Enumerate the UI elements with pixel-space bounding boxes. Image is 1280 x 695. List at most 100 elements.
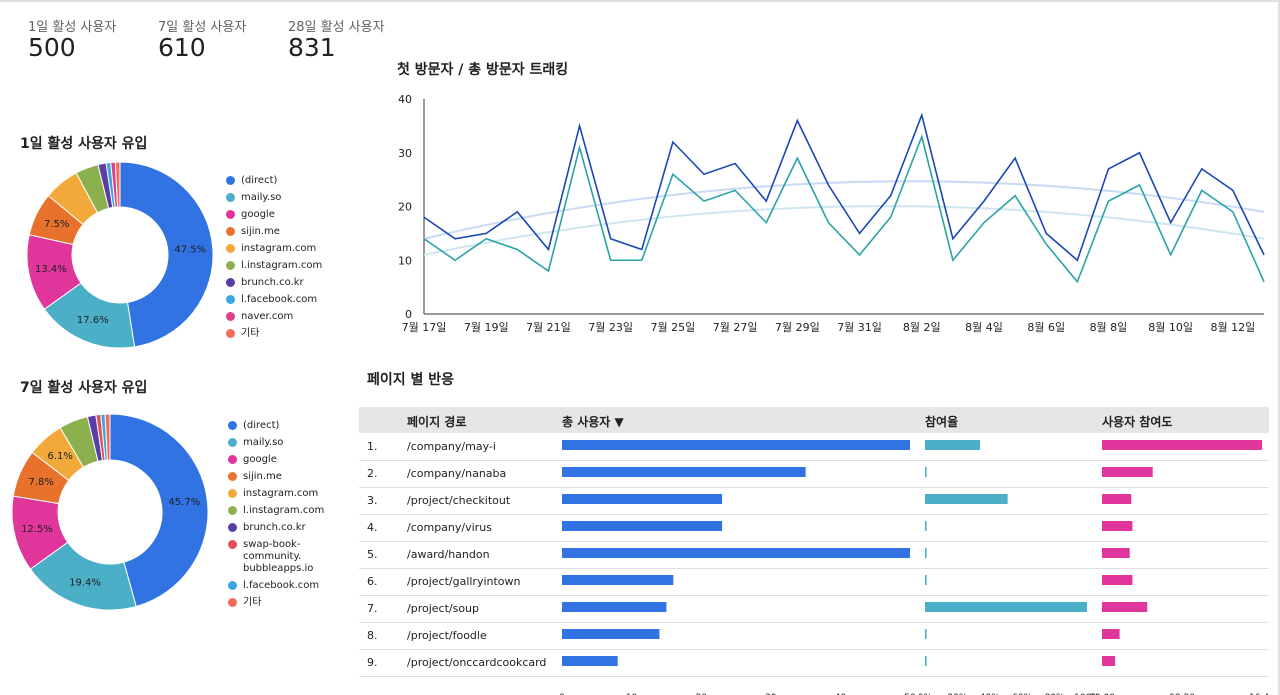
table-row-rank: 4. bbox=[367, 521, 378, 534]
legend-item[interactable]: swap-book- community. bubbleapps.io bbox=[228, 539, 324, 575]
rate-bar[interactable] bbox=[925, 467, 927, 477]
table-row-divider bbox=[359, 487, 1269, 488]
table-row-path[interactable]: /project/foodle bbox=[407, 629, 487, 642]
legend-swatch bbox=[226, 278, 235, 287]
table-row-path[interactable]: /company/virus bbox=[407, 521, 492, 534]
users-bar[interactable] bbox=[562, 575, 674, 585]
legend-item[interactable]: sijin.me bbox=[228, 471, 324, 483]
table-row-rank: 6. bbox=[367, 575, 378, 588]
legend-item[interactable]: sijin.me bbox=[226, 226, 322, 238]
engagement-bar[interactable] bbox=[1102, 494, 1132, 504]
y-tick-label: 20 bbox=[398, 201, 412, 214]
users-bar[interactable] bbox=[562, 602, 667, 612]
table-row-path[interactable]: /project/onccardcookcard bbox=[407, 656, 547, 669]
donut1-legend: (direct) maily.so google sijin.me instagram.… bbox=[226, 175, 322, 345]
users-bar[interactable] bbox=[562, 494, 723, 504]
rate-bar[interactable] bbox=[925, 494, 1008, 504]
legend-item[interactable]: instagram.com bbox=[228, 488, 324, 500]
legend-item[interactable]: (direct) bbox=[228, 420, 324, 432]
donut1-chart[interactable]: 47.5% 17.6% 13.4% 7.5% bbox=[20, 160, 220, 355]
engagement-bar[interactable] bbox=[1102, 521, 1133, 531]
legend-item[interactable]: l.facebook.com bbox=[226, 294, 322, 306]
legend-item[interactable]: maily.so bbox=[226, 192, 322, 204]
rate-bar[interactable] bbox=[925, 656, 927, 666]
legend-item[interactable]: instagram.com bbox=[226, 243, 322, 255]
legend-label: swap-book- community. bubbleapps.io bbox=[243, 539, 314, 574]
rate-bar[interactable] bbox=[925, 548, 927, 558]
col-users-header[interactable]: 총 사용자 ▼ bbox=[562, 415, 624, 429]
donut-slice-label: 7.5% bbox=[44, 219, 69, 230]
legend-label: maily.so bbox=[243, 437, 284, 448]
series-line[interactable] bbox=[423, 133, 1265, 284]
legend-label: l.facebook.com bbox=[241, 294, 318, 305]
col-path-header[interactable]: 페이지 경로 bbox=[407, 415, 467, 429]
donut-slice[interactable] bbox=[114, 161, 121, 208]
engagement-axis-tick: 08:20 bbox=[1169, 693, 1195, 695]
legend-swatch bbox=[228, 421, 237, 430]
table-bars: 0 10 20 30 40 500% 20% 40% 60% 80% 100%00:00 08:20 1… bbox=[559, 440, 1269, 695]
visitors-line-chart[interactable]: 0 10 20 30 40 7월 17일 7월 19일 7월 21일 7월 23일 7월 25일 7… bbox=[380, 85, 1270, 340]
engagement-bar[interactable] bbox=[1102, 548, 1130, 558]
legend-item[interactable]: google bbox=[228, 454, 324, 466]
legend-label: brunch.co.kr bbox=[241, 277, 304, 288]
donut-slice[interactable] bbox=[119, 161, 214, 348]
kpi-7d-value: 610 bbox=[158, 33, 206, 62]
engagement-bar[interactable] bbox=[1102, 656, 1116, 666]
table-row-path[interactable]: /project/gallryintown bbox=[407, 575, 521, 588]
engagement-bar[interactable] bbox=[1102, 467, 1153, 477]
table-row-path[interactable]: /project/checkitout bbox=[407, 494, 511, 507]
legend-item[interactable]: l.facebook.com bbox=[228, 580, 324, 592]
engagement-bar[interactable] bbox=[1102, 575, 1133, 585]
users-bar[interactable] bbox=[562, 656, 618, 666]
rate-bar[interactable] bbox=[925, 440, 981, 450]
users-bar[interactable] bbox=[562, 629, 660, 639]
y-tick-label: 40 bbox=[398, 93, 412, 106]
rate-bar[interactable] bbox=[925, 521, 927, 531]
legend-swatch bbox=[226, 295, 235, 304]
legend-item[interactable]: l.instagram.com bbox=[226, 260, 322, 272]
donut-slice-label: 13.4% bbox=[35, 264, 67, 275]
col-engagement-header[interactable]: 사용자 참여도 bbox=[1102, 415, 1173, 429]
users-bar[interactable] bbox=[562, 440, 910, 450]
users-bar[interactable] bbox=[562, 548, 910, 558]
legend-item[interactable]: l.instagram.com bbox=[228, 505, 324, 517]
engagement-bar[interactable] bbox=[1102, 629, 1120, 639]
legend-swatch bbox=[226, 244, 235, 253]
legend-item[interactable]: (direct) bbox=[226, 175, 322, 187]
table-row-path[interactable]: /company/nanaba bbox=[407, 467, 507, 480]
y-tick-label: 10 bbox=[398, 254, 412, 267]
engagement-bar[interactable] bbox=[1102, 440, 1262, 450]
col-rate-header[interactable]: 참여율 bbox=[925, 415, 959, 429]
rate-axis-tick: 100% bbox=[1074, 693, 1100, 695]
rate-bar[interactable] bbox=[925, 602, 1087, 612]
x-tick-label: 8월 6일 bbox=[1027, 320, 1065, 334]
users-bar[interactable] bbox=[562, 521, 723, 531]
legend-item[interactable]: google bbox=[226, 209, 322, 221]
engagement-bar[interactable] bbox=[1102, 602, 1148, 612]
legend-item[interactable]: maily.so bbox=[228, 437, 324, 449]
legend-label: instagram.com bbox=[243, 488, 319, 499]
table-row-path[interactable]: /project/soup bbox=[407, 602, 480, 615]
users-axis-tick: 50 bbox=[904, 693, 916, 695]
donut2-chart[interactable]: 45.7% 19.4% 12.5% 7.8% 6.1% bbox=[10, 412, 215, 617]
legend-swatch bbox=[226, 176, 235, 185]
table-row-path[interactable]: /company/may-i bbox=[407, 440, 496, 453]
top-border bbox=[0, 0, 1280, 2]
donut-slice[interactable] bbox=[104, 413, 111, 461]
trendline bbox=[423, 180, 1265, 240]
series-line[interactable] bbox=[423, 112, 1265, 262]
legend-swatch bbox=[228, 455, 237, 464]
legend-item[interactable]: 기타 bbox=[226, 328, 322, 340]
table-row-path[interactable]: /award/handon bbox=[407, 548, 490, 561]
rate-bar[interactable] bbox=[925, 629, 927, 639]
legend-item[interactable]: brunch.co.kr bbox=[226, 277, 322, 289]
rate-bar[interactable] bbox=[925, 575, 927, 585]
legend-label: brunch.co.kr bbox=[243, 522, 306, 533]
users-bar[interactable] bbox=[562, 467, 806, 477]
legend-item[interactable]: 기타 bbox=[228, 597, 324, 609]
donut-slice[interactable] bbox=[109, 413, 209, 608]
legend-item[interactable]: naver.com bbox=[226, 311, 322, 323]
table-row-rank: 8. bbox=[367, 629, 378, 642]
engagement-axis-tick: 00:00 bbox=[1089, 693, 1115, 695]
legend-item[interactable]: brunch.co.kr bbox=[228, 522, 324, 534]
